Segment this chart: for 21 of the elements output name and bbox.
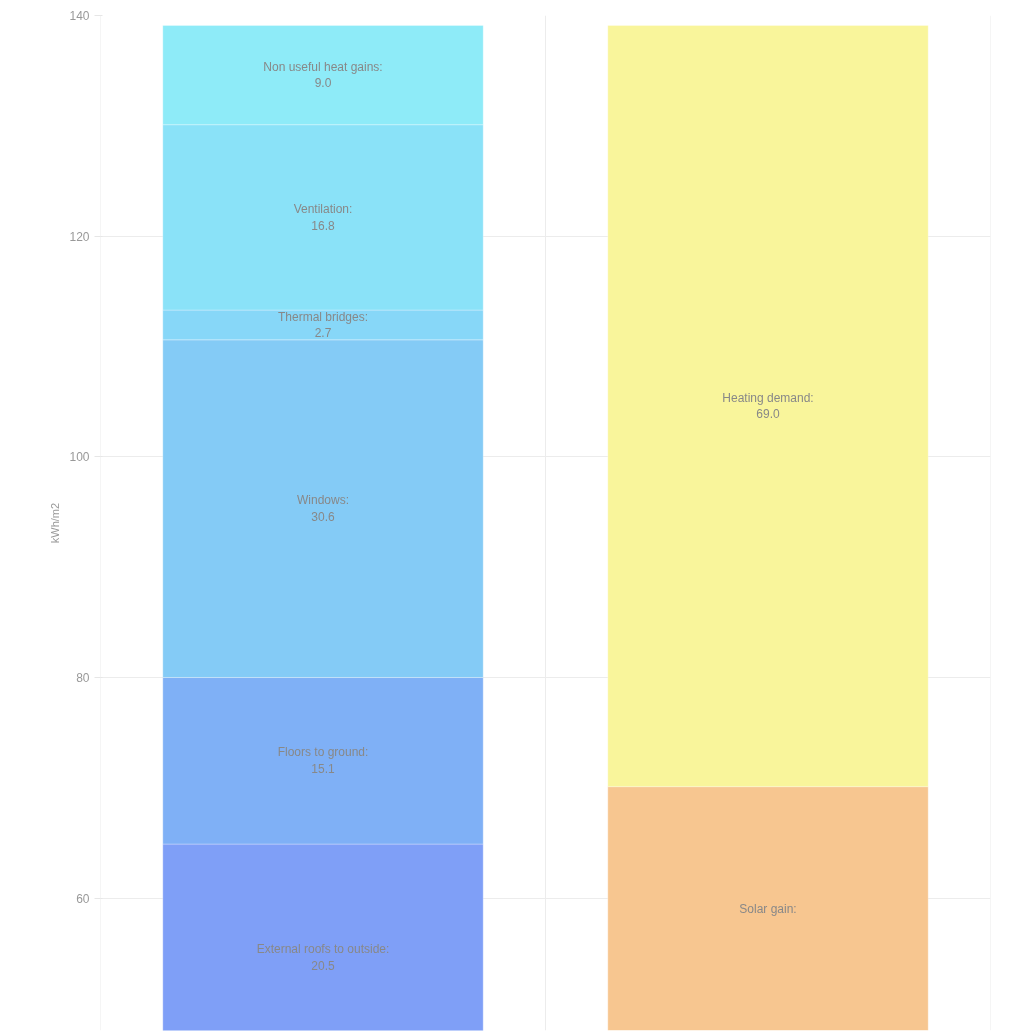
- y-tick-label: 100: [69, 450, 90, 465]
- y-axis-title: kWh/m2: [49, 502, 62, 544]
- y-tick-label: 140: [69, 9, 90, 23]
- series-label: Windows:: [296, 493, 350, 508]
- y-tick-label: 80: [76, 670, 90, 685]
- data-label: 30.6: [311, 510, 335, 525]
- data-label: 20.5: [311, 958, 335, 973]
- data-label: 15.1: [311, 762, 335, 777]
- series-label: Non useful heat gains:: [263, 59, 383, 74]
- series-label: Floors to ground:: [277, 745, 369, 760]
- series-label: Thermal bridges:: [277, 309, 369, 324]
- data-label: 2.7: [314, 326, 332, 341]
- y-tick-label: 60: [76, 891, 90, 906]
- series-label: External roofs to outside:: [256, 941, 390, 956]
- series-label: Solar gain:: [739, 901, 797, 916]
- y-tick-label: 120: [69, 229, 90, 244]
- data-label: 9.0: [314, 76, 332, 91]
- data-label: 16.8: [311, 218, 335, 233]
- data-label: 69.0: [756, 407, 780, 422]
- series-label: Ventilation:: [293, 202, 353, 216]
- series-label: Heating demand:: [722, 390, 814, 405]
